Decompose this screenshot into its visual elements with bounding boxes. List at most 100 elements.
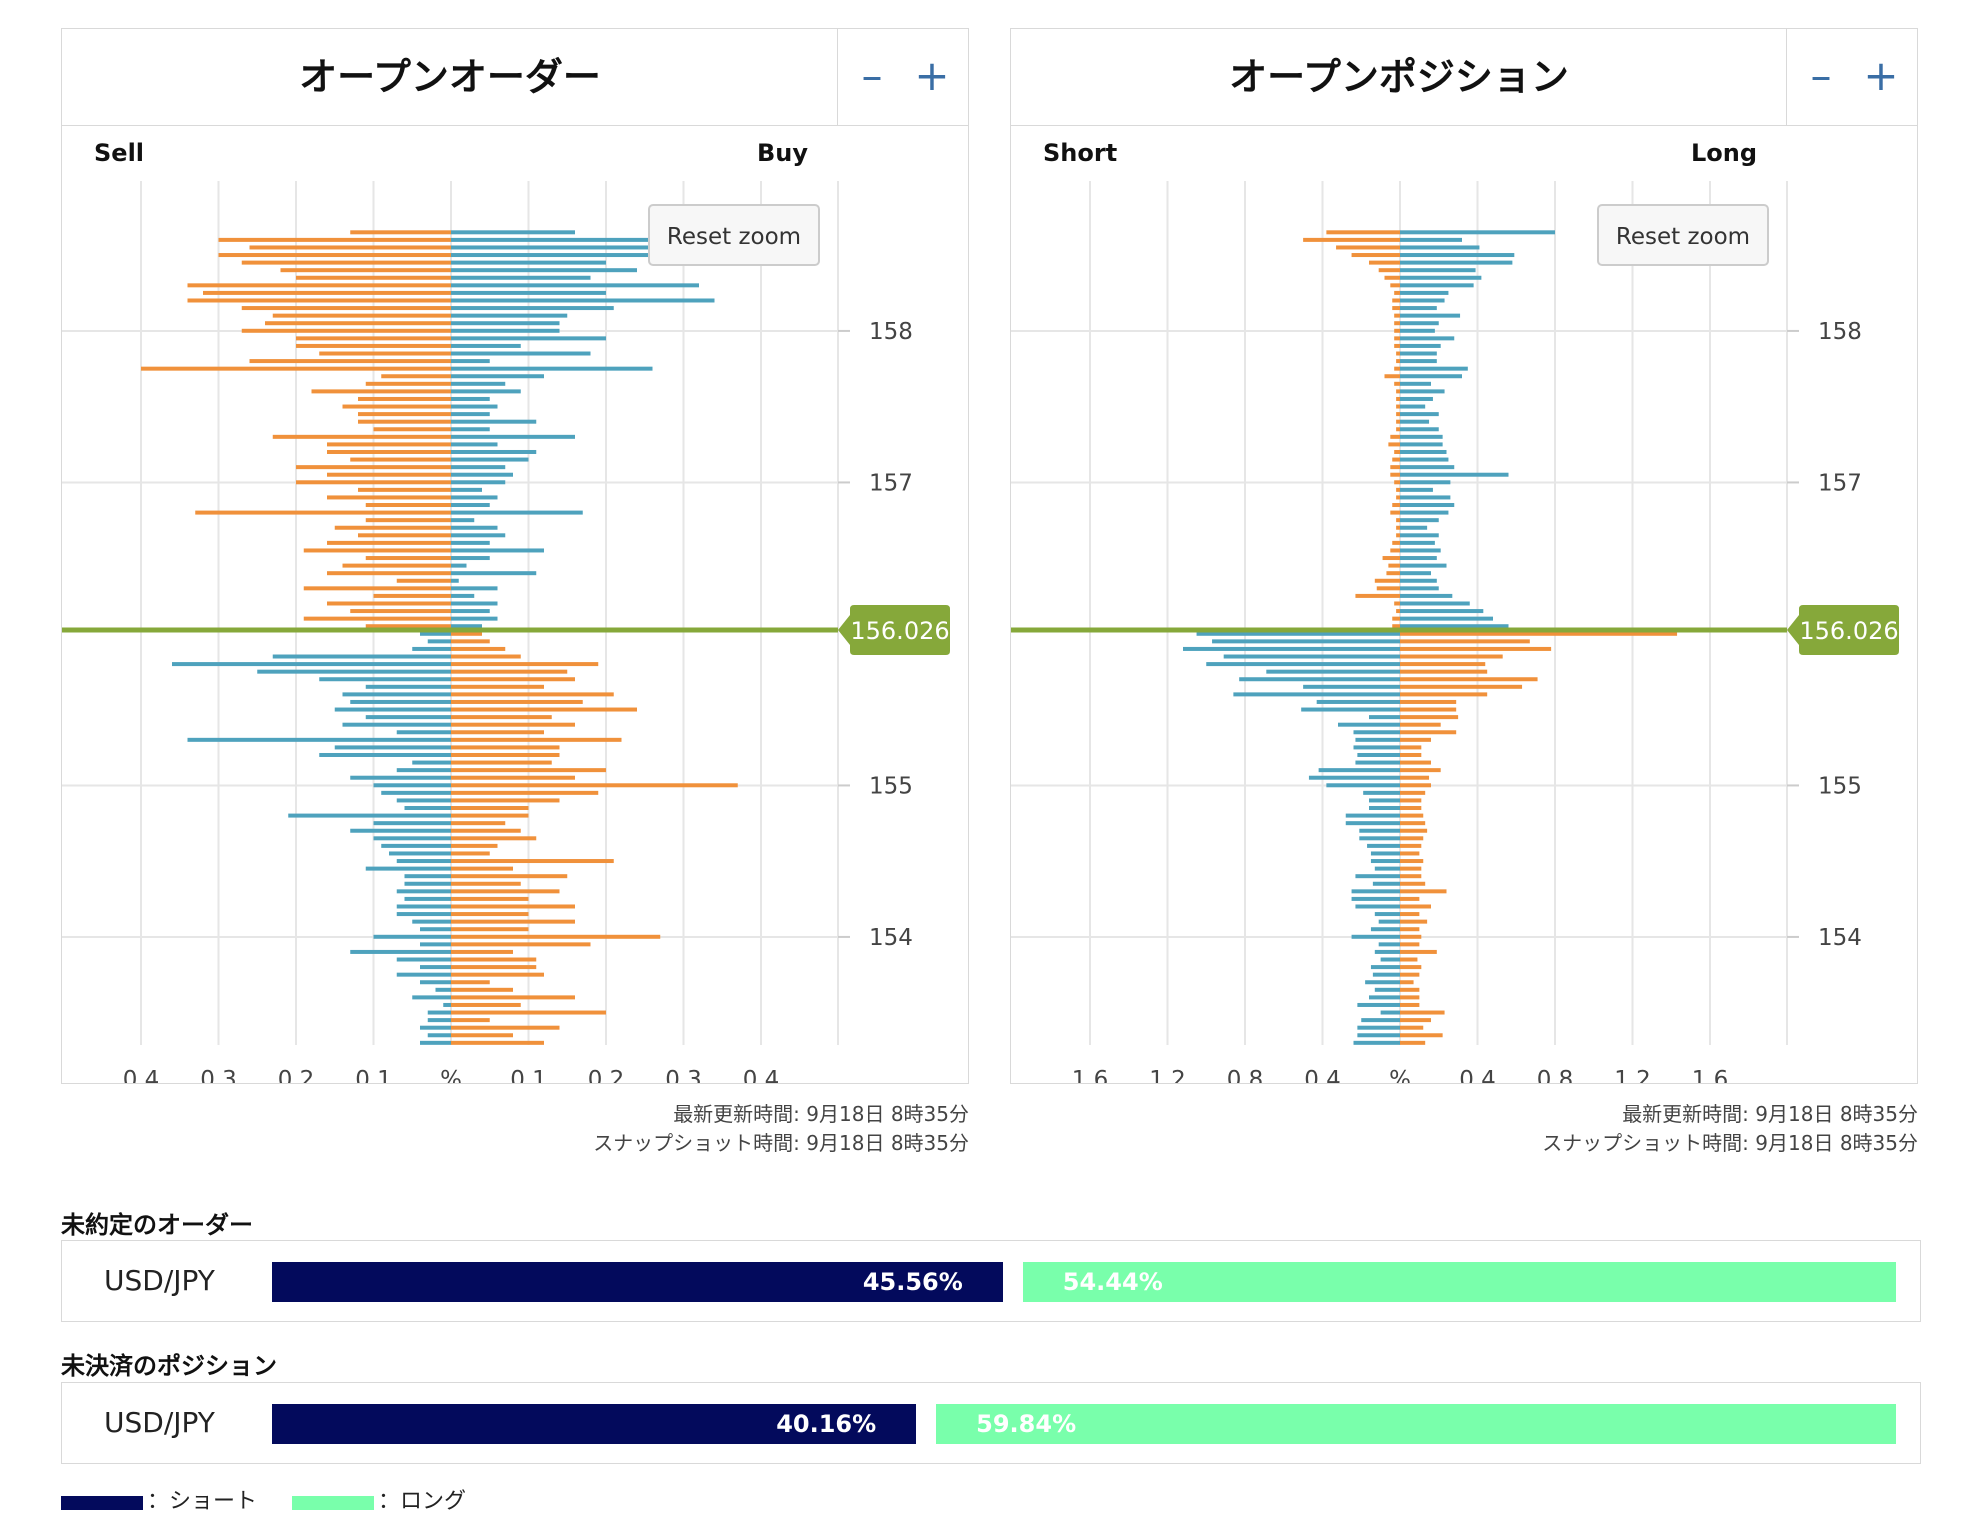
zoom-out-button[interactable]: – <box>1810 51 1832 100</box>
bar-long <box>1400 495 1451 500</box>
bar-short <box>1396 495 1400 500</box>
bar-short <box>1223 654 1400 659</box>
bar-long <box>1400 707 1457 712</box>
bar-short <box>1394 321 1400 326</box>
pending-orders-title: 未約定のオーダー <box>61 1211 253 1239</box>
x-tick-label: 1.6 <box>1072 1067 1109 1083</box>
bar-buy <box>451 601 498 606</box>
reset-zoom-button[interactable]: Reset zoom <box>648 204 820 266</box>
bar-buy <box>451 275 591 280</box>
bar-sell <box>257 669 451 674</box>
bar-short <box>1378 942 1400 947</box>
bar-sell <box>350 828 451 833</box>
bar-sell <box>373 593 451 598</box>
bar-buy <box>451 874 568 879</box>
bar-short <box>1370 851 1400 856</box>
bar-long <box>1400 813 1424 818</box>
bar-long <box>1400 351 1437 356</box>
open-positions-title: オープンポジション <box>1229 55 1569 99</box>
bar-sell <box>404 874 451 879</box>
bar-long <box>1400 366 1468 371</box>
bar-long <box>1400 896 1420 901</box>
zoom-out-button[interactable]: – <box>861 51 883 100</box>
bar-sell <box>303 548 451 553</box>
bar-long <box>1400 412 1439 417</box>
bar-sell <box>272 434 451 439</box>
bar-long <box>1400 525 1428 530</box>
bar-sell <box>288 813 451 818</box>
bar-long <box>1400 540 1435 545</box>
bar-long <box>1400 328 1435 333</box>
zoom-in-button[interactable]: + <box>914 51 950 100</box>
x-tick-label: 0.2 <box>588 1067 625 1083</box>
bar-buy <box>451 828 521 833</box>
snapshot-time: スナップショット時間: 9月18日 8時35分 <box>593 1131 969 1155</box>
open-orders-chart[interactable]: 158 157 155 154 0.4 0.3 0.2 0.1% 0.1 0.2 0.3 0.4 S… <box>62 125 968 1083</box>
bar-buy <box>451 851 490 856</box>
bar-long <box>1400 298 1445 303</box>
bar-long <box>1400 518 1439 523</box>
bar-long <box>1400 790 1426 795</box>
y-tick-label: 157 <box>1818 470 1862 496</box>
bar-buy <box>451 586 498 591</box>
bar-long <box>1400 578 1437 583</box>
bar-long <box>1400 1040 1426 1045</box>
bar-buy <box>451 381 506 386</box>
bar-short <box>1396 518 1400 523</box>
bar-sell <box>404 806 451 811</box>
bar-short <box>1326 783 1400 788</box>
bar-short <box>1367 843 1400 848</box>
bar-buy <box>451 321 560 326</box>
bar-long <box>1400 306 1437 311</box>
bar-buy <box>451 556 490 561</box>
y-tick-label: 154 <box>1818 925 1862 951</box>
bar-buy <box>451 480 506 485</box>
x-tick-label: 0.4 <box>1304 1067 1341 1083</box>
bar-sell <box>412 646 451 651</box>
bar-short <box>1233 692 1400 697</box>
bar-sell <box>265 321 451 326</box>
bar-long <box>1400 419 1430 424</box>
bar-long <box>1400 321 1439 326</box>
bar-long <box>1400 381 1431 386</box>
x-tick-label: 1.2 <box>1614 1067 1651 1083</box>
bar-sell <box>187 737 451 742</box>
bar-sell <box>342 563 451 568</box>
bar-buy <box>451 412 490 417</box>
open-positions-ratio: USD/JPY 40.16% 59.84% <box>61 1382 1921 1464</box>
reset-zoom-button[interactable]: Reset zoom <box>1597 204 1769 266</box>
bar-short <box>1355 760 1400 765</box>
bar-long <box>1400 1025 1424 1030</box>
bar-sell <box>342 722 451 727</box>
bar-short <box>1345 821 1400 826</box>
bar-sell <box>373 821 451 826</box>
bar-long <box>1400 601 1470 606</box>
bar-sell <box>373 427 451 432</box>
bar-short <box>1370 927 1400 932</box>
bar-buy <box>451 934 661 939</box>
bar-short <box>1394 366 1400 371</box>
bar-long <box>1400 828 1428 833</box>
currency-pair: USD/JPY <box>104 1406 215 1439</box>
bar-buy <box>451 237 730 242</box>
bar-long <box>1400 260 1513 265</box>
bar-buy <box>451 366 653 371</box>
bar-buy <box>451 336 606 341</box>
bar-short <box>1378 268 1400 273</box>
bar-sell <box>327 472 451 477</box>
open-positions-chart[interactable]: 158 157 155 154 1.6 1.2 0.8 0.4% 0.4 0.8 1.2 1.6 S… <box>1011 125 1917 1083</box>
bar-buy <box>451 465 506 470</box>
bar-short <box>1396 419 1400 424</box>
bar-sell <box>365 866 451 871</box>
reset-zoom-label: Reset zoom <box>667 224 801 250</box>
bar-long <box>1400 866 1422 871</box>
open-orders-panel: オープンオーダー – + 158 157 155 154 0.4 0.3 0.2 0.1% 0… <box>61 28 969 1084</box>
zoom-in-button[interactable]: + <box>1863 51 1899 100</box>
bar-short <box>1359 828 1400 833</box>
bar-sell <box>365 556 451 561</box>
bar-short <box>1361 1018 1400 1023</box>
bar-sell <box>195 510 451 515</box>
bar-long <box>1400 427 1439 432</box>
bar-sell <box>358 412 451 417</box>
bar-sell <box>373 934 451 939</box>
